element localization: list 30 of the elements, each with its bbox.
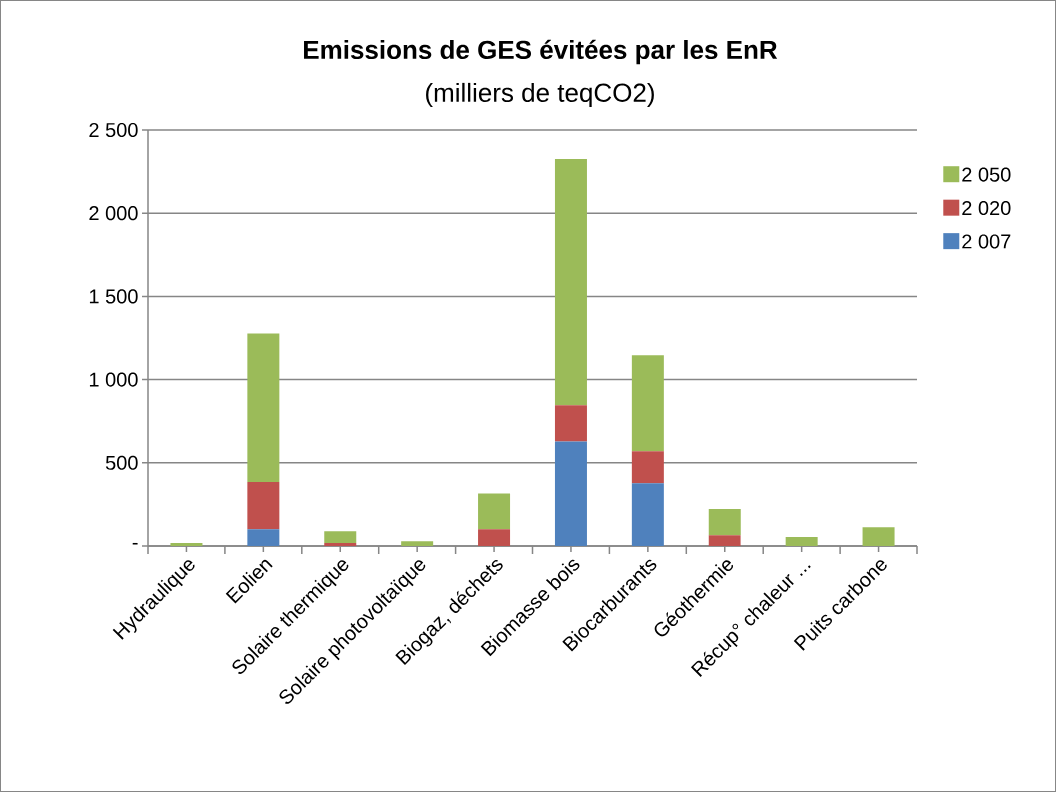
bar <box>708 509 741 536</box>
bar <box>478 529 511 546</box>
bar <box>401 541 434 546</box>
bar <box>247 481 280 530</box>
bar <box>785 537 818 546</box>
legend-label: 2 007 <box>962 234 1011 249</box>
bar <box>324 543 357 546</box>
bar <box>247 333 280 482</box>
bar <box>478 493 511 530</box>
y-tick-label: 2 500 <box>89 122 138 138</box>
y-tick-label: - <box>132 542 138 545</box>
bar <box>554 405 587 442</box>
chart-title: Emissions de GES évitées par les EnR <box>304 39 778 65</box>
bar <box>862 527 895 546</box>
bar <box>554 158 587 406</box>
bar <box>631 483 664 546</box>
y-tick-label: 2 000 <box>89 206 138 221</box>
y-tick-label: 1 500 <box>89 289 138 304</box>
legend-label: 2 020 <box>962 200 1011 216</box>
bar <box>247 529 280 546</box>
y-tick-label: 500 <box>105 455 138 470</box>
bar <box>170 543 203 546</box>
bar <box>324 531 357 543</box>
bar <box>554 441 587 546</box>
bar <box>631 355 664 452</box>
bar <box>708 535 741 546</box>
bar <box>631 451 664 484</box>
legend-label: 2 050 <box>962 167 1011 182</box>
y-tick-label: 1 000 <box>89 372 138 387</box>
chart-subtitle: (milliers de teqCO2) <box>426 82 654 108</box>
